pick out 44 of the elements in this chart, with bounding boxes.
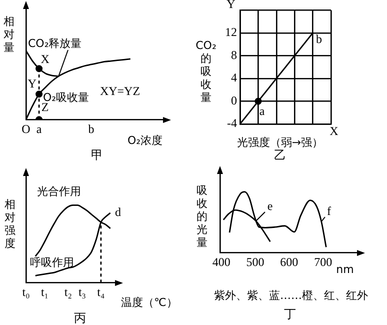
annotation: XY=YZ <box>100 84 140 98</box>
x-tick-label: 700 <box>314 254 332 269</box>
x-tick-label: b <box>88 122 94 136</box>
y-tick-label: -4 <box>227 116 237 130</box>
text: 丁 <box>284 307 296 322</box>
y-tick-label: 0 <box>231 93 237 108</box>
legend-label: 光合作用 <box>37 184 81 198</box>
x-tick-label: t₃ <box>78 284 86 299</box>
y-tick-label: 8 <box>231 48 237 62</box>
text: 紫外、紫、蓝……橙、红、红外 <box>214 288 368 302</box>
x-tick-label: t₁ <box>40 284 48 299</box>
series-label: CO₂释放量 <box>28 36 82 50</box>
y-tick-label: 12 <box>225 25 237 40</box>
x-tick-label: 500 <box>246 254 264 269</box>
x-axis-title: nm <box>336 262 354 276</box>
text: 甲 <box>91 148 103 162</box>
annotation: Y <box>28 76 37 90</box>
legend-label: f <box>327 204 331 218</box>
text: X <box>330 124 339 138</box>
annotation: a <box>259 104 266 118</box>
text: 乙 <box>274 148 286 162</box>
series-label: e <box>267 199 273 214</box>
annotation: b <box>316 32 322 46</box>
x-axis-title: O₂浓度 <box>127 134 163 147</box>
text: 丙 <box>74 311 86 325</box>
x-tick-label: 400 <box>212 254 230 269</box>
series-label: O₂吸收量 <box>43 90 90 104</box>
y-axis-title: 相对量 <box>4 14 14 54</box>
x-tick-label: 600 <box>280 254 298 269</box>
x-tick-label: t₄ <box>97 284 105 299</box>
y-axis-title: 吸收的光量 <box>196 184 208 249</box>
annotation: d <box>115 205 121 220</box>
y-tick-label: 4 <box>231 70 237 85</box>
y-axis-title: CO₂的吸收量 <box>196 38 216 104</box>
x-tick-label: a <box>36 122 42 136</box>
x-tick-label: O <box>22 122 31 136</box>
series-label: 呼吸作用 <box>30 256 74 269</box>
x-axis-title: 光强度（弱→强） <box>236 136 324 149</box>
annotation: X <box>40 52 50 66</box>
text: Y <box>226 0 236 12</box>
x-tick-label: t₀ <box>22 284 30 299</box>
x-axis-title: 温度（℃） <box>121 296 178 309</box>
y-axis-title: 相对强度 <box>4 198 16 250</box>
x-tick-label: t₂ <box>64 284 72 299</box>
